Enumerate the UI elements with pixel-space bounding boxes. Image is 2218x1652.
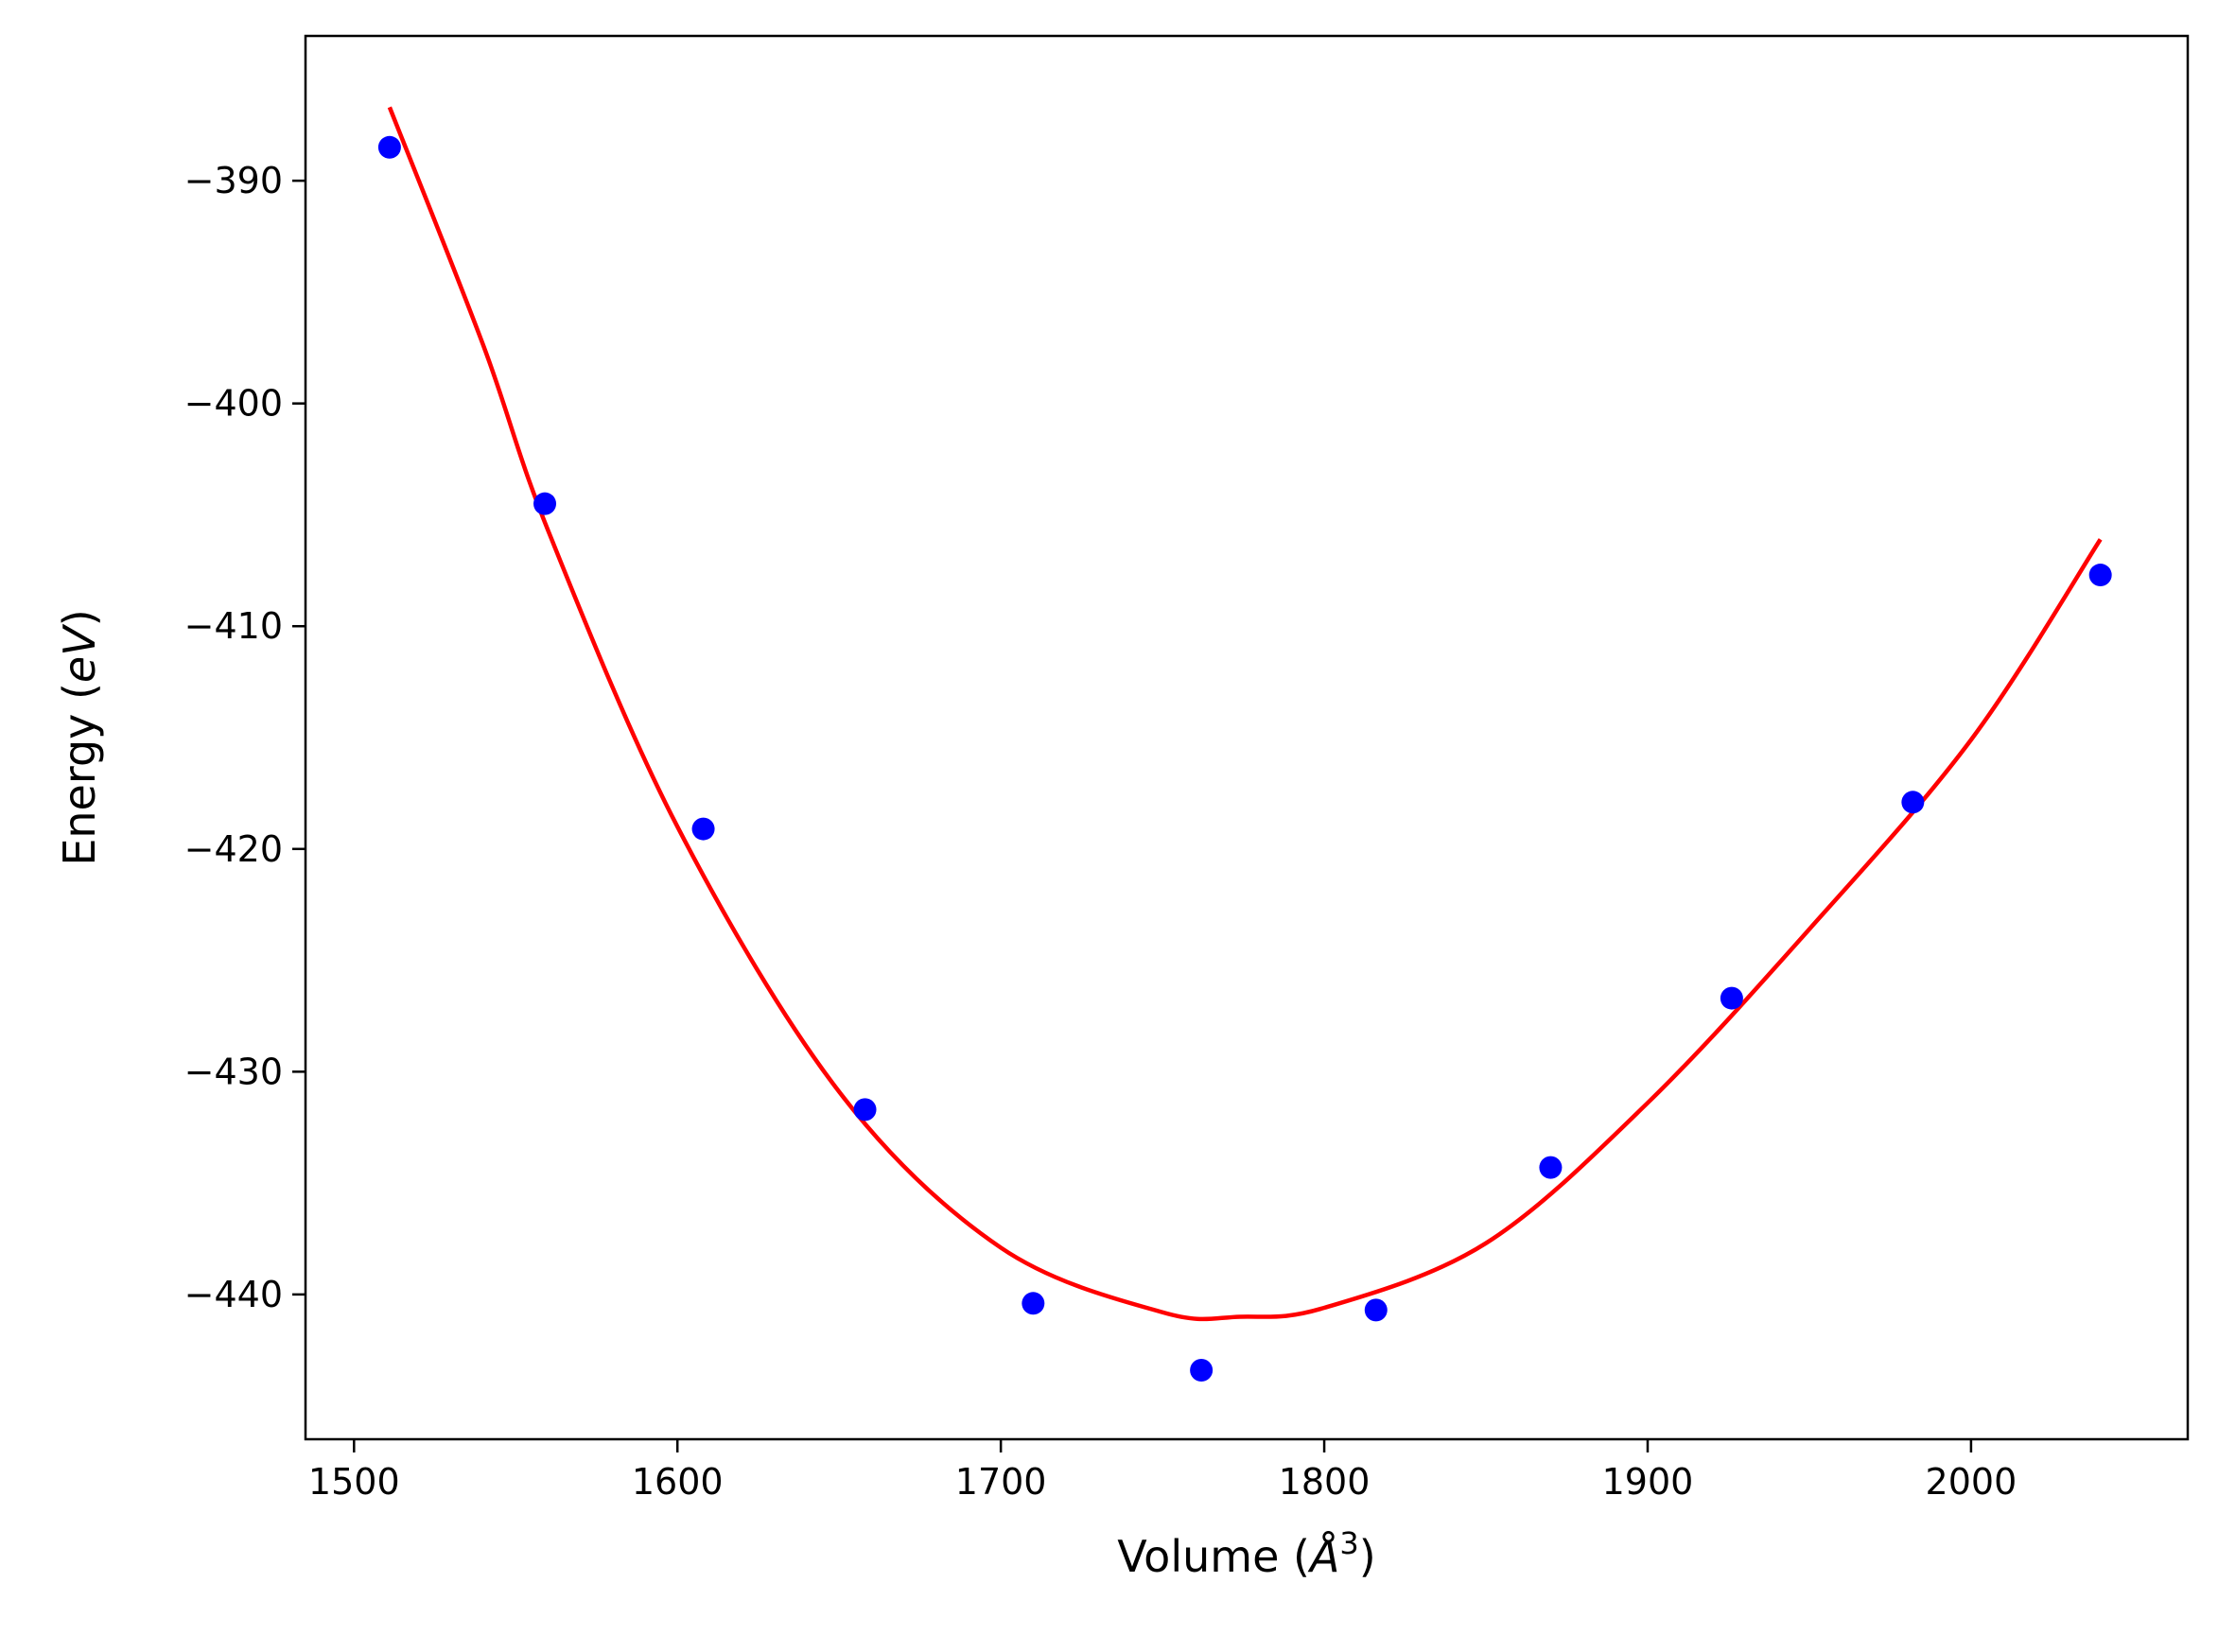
y-axis-title-prefix: Energy ( xyxy=(54,683,105,866)
fit-curve-layer xyxy=(387,106,2103,1322)
data-point xyxy=(1190,1358,1214,1382)
data-point xyxy=(853,1098,877,1122)
y-tick-label: −410 xyxy=(184,605,283,647)
data-points-layer xyxy=(377,135,2112,1382)
x-tick-label: 1700 xyxy=(955,1461,1047,1503)
y-axis-title-suffix: ) xyxy=(54,609,105,626)
x-axis-title-suffix: ) xyxy=(1359,1531,1376,1582)
data-point xyxy=(1539,1156,1563,1179)
y-axis-title: Energy (eV) xyxy=(54,609,105,865)
plot-area-frame xyxy=(304,34,2190,1441)
x-tick-label: 1500 xyxy=(308,1461,400,1503)
x-tick-label: 1900 xyxy=(1602,1461,1694,1503)
x-tick-label: 1600 xyxy=(632,1461,724,1503)
y-tick-label: −440 xyxy=(184,1274,283,1315)
data-point xyxy=(1720,986,1743,1010)
data-point xyxy=(691,817,715,841)
y-tick-label: −430 xyxy=(184,1051,283,1092)
x-tick-label: 2000 xyxy=(1926,1461,2017,1503)
y-tick-label: −390 xyxy=(184,160,283,201)
x-tick-label: 1800 xyxy=(1279,1461,1371,1503)
data-point xyxy=(1364,1298,1388,1322)
data-point xyxy=(1022,1292,1045,1315)
y-axis-title-symbol: eV xyxy=(54,623,105,683)
data-point xyxy=(1901,791,1925,814)
data-point xyxy=(2088,564,2112,587)
fit-curve xyxy=(387,106,2103,1322)
x-axis-title: Volume (Å3) xyxy=(1117,1525,1375,1582)
data-point xyxy=(377,135,401,159)
x-axis-title-prefix: Volume ( xyxy=(1117,1531,1310,1582)
x-axis: 1500 1600 1700 1800 1900 2000 xyxy=(308,1439,2017,1503)
y-tick-label: −420 xyxy=(184,828,283,870)
data-point xyxy=(533,492,557,515)
x-axis-title-symbol: Å xyxy=(1307,1531,1339,1582)
x-axis-title-superscript: 3 xyxy=(1339,1525,1358,1561)
y-axis: −390 −400 −410 −420 −430 −440 xyxy=(184,160,306,1315)
y-tick-label: −400 xyxy=(184,383,283,425)
